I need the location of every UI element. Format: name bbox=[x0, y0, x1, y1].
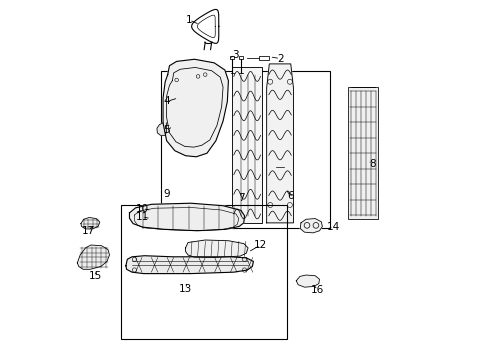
Bar bbox=[231, 67, 262, 223]
Text: 17: 17 bbox=[81, 226, 95, 236]
Text: 6: 6 bbox=[286, 191, 293, 201]
Bar bbox=[258, 56, 268, 60]
Text: 13: 13 bbox=[179, 284, 192, 294]
Text: 12: 12 bbox=[253, 240, 266, 250]
Polygon shape bbox=[185, 240, 247, 257]
Bar bbox=[160, 71, 329, 228]
Text: 1: 1 bbox=[185, 15, 192, 25]
Text: 4: 4 bbox=[163, 96, 170, 107]
Bar bbox=[230, 56, 234, 59]
Text: 10: 10 bbox=[136, 203, 149, 213]
Polygon shape bbox=[300, 219, 322, 233]
Bar bbox=[238, 56, 243, 59]
Polygon shape bbox=[125, 256, 253, 274]
Polygon shape bbox=[296, 275, 319, 287]
Text: 5: 5 bbox=[163, 125, 170, 135]
Text: 8: 8 bbox=[368, 159, 375, 169]
Text: 16: 16 bbox=[310, 285, 324, 295]
Bar bbox=[121, 205, 287, 339]
Polygon shape bbox=[81, 217, 100, 229]
Text: 15: 15 bbox=[88, 271, 102, 282]
Polygon shape bbox=[77, 245, 109, 269]
Text: 3: 3 bbox=[232, 50, 239, 60]
Polygon shape bbox=[157, 123, 166, 135]
Polygon shape bbox=[266, 64, 293, 223]
Polygon shape bbox=[129, 203, 244, 231]
Text: 14: 14 bbox=[326, 222, 340, 232]
Text: 2: 2 bbox=[276, 54, 283, 64]
Text: 11: 11 bbox=[135, 212, 148, 222]
Bar bbox=[347, 87, 378, 219]
Text: 7: 7 bbox=[237, 193, 244, 203]
Polygon shape bbox=[163, 59, 228, 157]
Text: 9: 9 bbox=[163, 189, 170, 199]
